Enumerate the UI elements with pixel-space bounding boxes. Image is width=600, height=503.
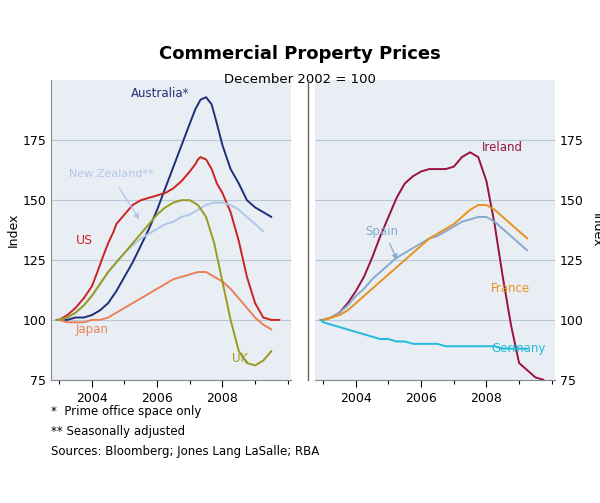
Text: ** Seasonally adjusted: ** Seasonally adjusted [51,425,185,438]
Y-axis label: Index: Index [589,213,600,247]
Text: Japan: Japan [76,323,109,336]
Text: Commercial Property Prices: Commercial Property Prices [159,45,441,63]
Text: Ireland: Ireland [482,141,523,154]
Text: Germany: Germany [491,342,546,355]
Text: New Zealand**: New Zealand** [69,169,154,179]
Text: Sources: Bloomberg; Jones Lang LaSalle; RBA: Sources: Bloomberg; Jones Lang LaSalle; … [51,445,319,458]
Text: Spain: Spain [365,225,398,238]
Y-axis label: Index: Index [7,213,19,247]
Text: UK: UK [232,352,248,365]
Text: France: France [491,282,530,295]
Text: Australia*: Australia* [131,87,190,100]
Text: *  Prime office space only: * Prime office space only [51,405,202,418]
Text: December 2002 = 100: December 2002 = 100 [224,73,376,86]
Text: US: US [76,234,92,247]
